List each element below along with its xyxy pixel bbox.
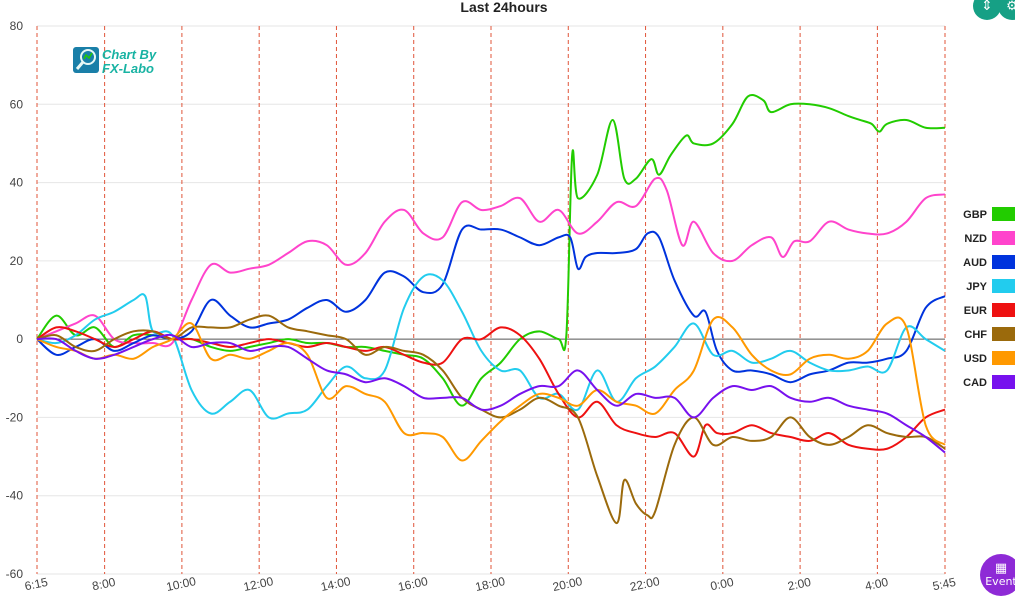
x-tick-label: 12:00 (242, 574, 275, 594)
y-tick-label: -60 (6, 567, 24, 581)
y-tick-label: -40 (6, 489, 24, 503)
x-tick-label: 8:00 (91, 575, 117, 594)
series-lines (36, 94, 946, 525)
logo-line2: FX-Labo (102, 61, 154, 76)
event-button-label: Event (985, 575, 1015, 588)
y-tick-label: 80 (10, 19, 24, 33)
x-tick-label: 5:45 (931, 575, 957, 594)
legend-label-nzd: NZD (964, 233, 987, 245)
chart-by-logo: Chart By FX-Labo (73, 47, 157, 76)
y-tick-label: 20 (10, 254, 24, 268)
legend-swatch-gbp[interactable] (992, 207, 1015, 221)
legend-label-jpy: JPY (966, 281, 987, 293)
legend-label-aud: AUD (963, 257, 987, 269)
collapse-button[interactable]: ⇕ (973, 0, 1001, 20)
y-tick-label: 0 (16, 332, 23, 346)
x-tick-label: 0:00 (709, 575, 735, 594)
legend-label-eur: EUR (964, 305, 987, 317)
legend-label-gbp: GBP (963, 209, 987, 221)
axes: 80 60 40 20 0 -20 -40 -606:15 8:00 10:00 12:00 14:0… (6, 19, 958, 594)
legend-swatch-chf[interactable] (992, 327, 1015, 341)
collapse-arrows-icon: ⇕ (981, 0, 993, 14)
series-line-usd (36, 315, 946, 462)
series-line-cad (36, 333, 946, 454)
legend-label-usd: USD (964, 353, 987, 365)
x-tick-label: 22:00 (629, 574, 662, 594)
series-line-eur (36, 326, 946, 458)
legend-swatch-aud[interactable] (992, 255, 1015, 269)
x-tick-label: 20:00 (551, 574, 584, 594)
logo-line1: Chart By (102, 47, 157, 62)
grid (36, 25, 946, 575)
x-tick-label: 18:00 (474, 574, 507, 594)
legend: GBP NZD AUD JPY EUR CHF USD CAD (963, 207, 1015, 389)
x-tick-label: 2:00 (786, 575, 812, 594)
series-line-nzd (36, 176, 946, 348)
x-tick-label: 16:00 (397, 574, 430, 594)
settings-button[interactable]: ⚙ (998, 0, 1015, 20)
legend-swatch-cad[interactable] (992, 375, 1015, 389)
settings-icon: ⚙ (1006, 0, 1015, 14)
chart-title: Last 24hours (460, 0, 547, 15)
y-tick-label: 60 (10, 97, 24, 111)
event-button[interactable]: ▦ Event (980, 554, 1015, 596)
legend-swatch-eur[interactable] (992, 303, 1015, 317)
legend-swatch-usd[interactable] (992, 351, 1015, 365)
legend-label-cad: CAD (963, 377, 987, 389)
series-line-aud (36, 224, 946, 384)
x-tick-label: 4:00 (864, 575, 890, 594)
series-line-gbp (36, 94, 946, 407)
legend-swatch-nzd[interactable] (992, 231, 1015, 245)
y-tick-label: 40 (10, 176, 24, 190)
legend-label-chf: CHF (964, 329, 987, 341)
legend-swatch-jpy[interactable] (992, 279, 1015, 293)
x-tick-label: 6:15 (23, 575, 49, 594)
calendar-icon: ▦ (994, 561, 1008, 576)
y-tick-label: -20 (6, 410, 24, 424)
x-tick-label: 14:00 (319, 574, 352, 594)
x-tick-label: 10:00 (165, 574, 198, 594)
